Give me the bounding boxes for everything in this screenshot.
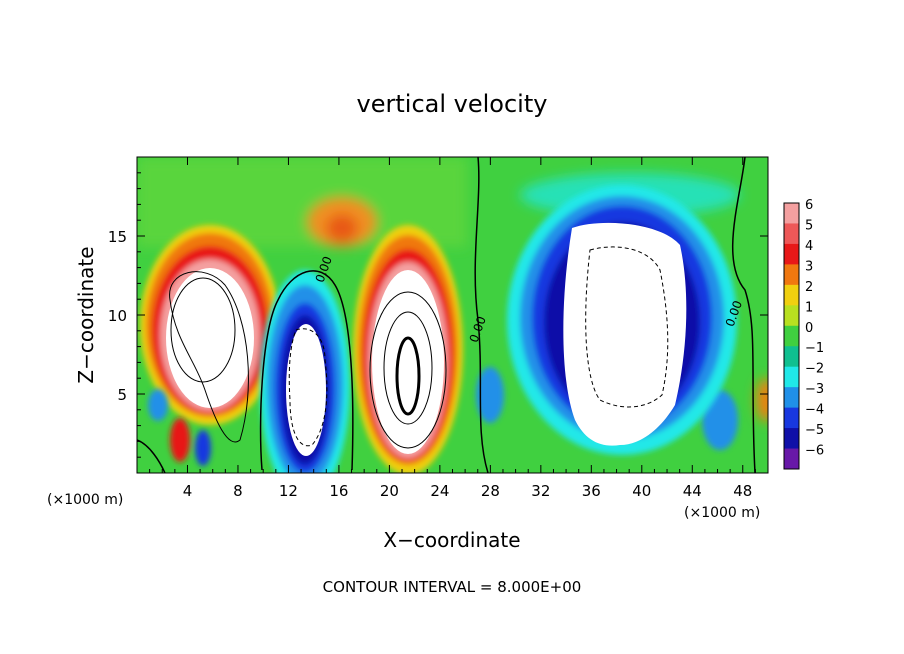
x-tick-label: 12	[279, 482, 298, 500]
x-tick-label: 20	[380, 482, 399, 500]
colorbar-label: 6	[805, 198, 813, 213]
contour-zero-1	[259, 270, 354, 471]
y-tick-label: 15	[108, 228, 127, 246]
lower-red-blob	[170, 418, 190, 462]
y-tick-label: 10	[108, 307, 127, 325]
colorbar-label: 0	[805, 321, 813, 336]
colorbar-swatch	[784, 284, 799, 306]
colorbar-swatch	[784, 243, 799, 265]
y-axis: 5 10 15	[108, 172, 768, 458]
y-tick-label: 5	[117, 386, 127, 404]
colorbar-label: −5	[805, 423, 824, 438]
contour-zero-2	[474, 157, 489, 473]
x-axis-label: X−coordinate	[383, 528, 520, 552]
chart-title: vertical velocity	[357, 90, 548, 118]
colorbar-swatch	[784, 223, 799, 245]
x-tick-label: 24	[430, 482, 449, 500]
updraft-2-core	[372, 270, 444, 454]
colorbar-swatch	[784, 428, 799, 450]
colorbar-label: 1	[805, 300, 813, 315]
colorbar-label: 5	[805, 218, 813, 233]
updraft-1-core	[166, 268, 254, 408]
colorbar-label: −1	[805, 341, 824, 356]
downdraft-2-core	[563, 222, 687, 446]
x-tick-label: 8	[233, 482, 243, 500]
colorbar-label: 4	[805, 239, 813, 254]
contour-24-updraft-2	[395, 336, 421, 416]
lower-cyan-blob	[148, 389, 168, 421]
x-unit-left: (×1000 m)	[47, 492, 123, 508]
contour-neg-downdraft-1	[288, 328, 328, 447]
y-axis-label: Z−coordinate	[74, 246, 98, 383]
x-tick-label: 36	[582, 482, 601, 500]
colorbar-swatch	[784, 264, 799, 286]
contour-zero-3	[731, 157, 756, 473]
contour-neg-downdraft-2	[585, 246, 669, 408]
contour-lines	[137, 157, 756, 473]
x-axis: 4 8 12 16 20 24 28 32 36 40 44 48	[149, 157, 756, 500]
colorbar-swatch	[784, 448, 799, 470]
colorbar-frame	[783, 202, 800, 470]
colorbar-swatch	[784, 366, 799, 388]
colorbar-swatch	[784, 407, 799, 429]
x-tick-label: 48	[733, 482, 752, 500]
colorbar-swatch	[784, 325, 799, 347]
x-tick-label: 4	[183, 482, 193, 500]
colorbar-label: −6	[805, 444, 824, 459]
x-tick-label: 32	[531, 482, 550, 500]
downdraft-1-core	[286, 324, 326, 456]
heatmap-field: 0.000.000.00	[137, 157, 768, 473]
colorbar-swatch	[784, 305, 799, 327]
lower-blue-blob	[195, 430, 211, 466]
colorbar-swatch	[784, 387, 799, 409]
colorbar-label: −2	[805, 362, 824, 377]
x-unit-right: (×1000 m)	[684, 505, 760, 521]
x-tick-label: 44	[683, 482, 702, 500]
colorbar-swatch	[784, 346, 799, 368]
contour-16-updraft-2	[383, 311, 433, 425]
contour-interval-footer: CONTOUR INTERVAL = 8.000E+00	[323, 578, 582, 596]
x-tick-label: 16	[329, 482, 348, 500]
contour-8-updraft-1	[169, 271, 249, 443]
contour-16-updraft-1	[170, 277, 236, 383]
colorbar-label: 3	[805, 259, 813, 274]
colorbar: 6 5 4 3 2 1 0 −1 −2 −3 −4 −5 −6	[783, 198, 824, 470]
x-tick-label: 28	[481, 482, 500, 500]
colorbar-label: 2	[805, 280, 813, 295]
upper-orange-core	[326, 214, 358, 242]
colorbar-label: −3	[805, 382, 824, 397]
mid-cyan-blob	[476, 367, 504, 423]
x-tick-label: 40	[632, 482, 651, 500]
colorbar-swatch	[784, 203, 799, 224]
contour-8-updraft-2	[369, 291, 447, 449]
colorbar-label: −4	[805, 403, 824, 418]
right-edge-orange	[756, 378, 768, 422]
